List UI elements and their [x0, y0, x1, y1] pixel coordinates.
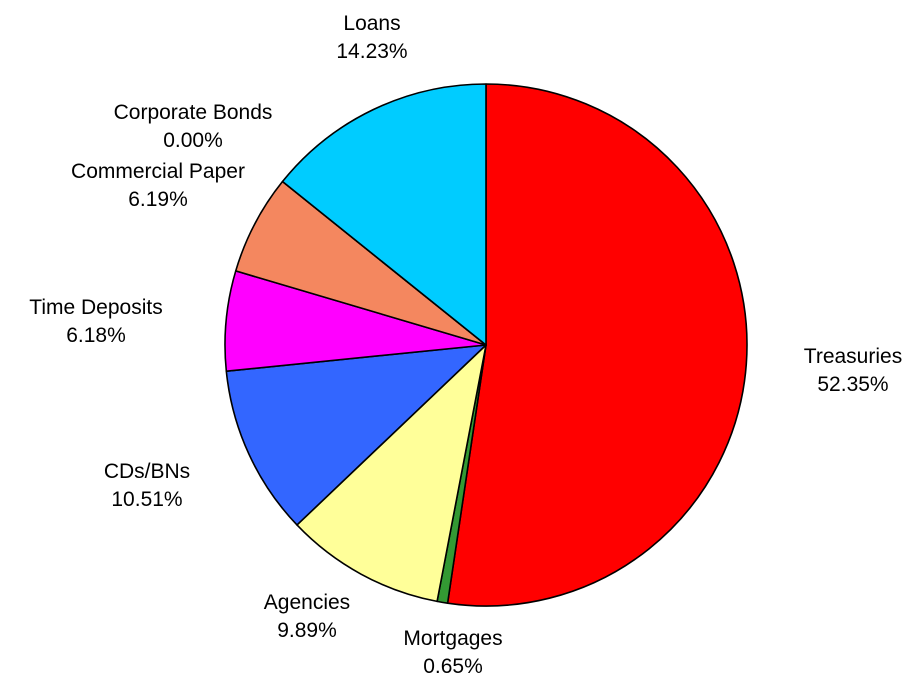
pie-slice-cds-bns — [225, 344, 487, 526]
pie-slices — [224, 83, 748, 607]
slice-label-agencies: Agencies — [264, 591, 350, 614]
slice-percent-commercial-paper: 6.19% — [128, 188, 188, 211]
slice-percent-agencies: 9.89% — [277, 619, 337, 642]
pie-slice-loans — [281, 83, 487, 346]
slice-percent-cds-bns: 10.51% — [111, 488, 182, 511]
slice-label-mortgages: Mortgages — [403, 627, 502, 650]
slice-percent-loans: 14.23% — [336, 40, 407, 63]
slice-percent-time-deposits: 6.18% — [66, 324, 126, 347]
slice-label-time-deposits: Time Deposits — [29, 296, 162, 319]
slice-label-corporate-bonds: Corporate Bonds — [114, 101, 273, 124]
slice-label-cds-bns: CDs/BNs — [104, 460, 190, 483]
pie-slice-agencies — [296, 344, 487, 603]
slice-percent-corporate-bonds: 0.00% — [163, 129, 223, 152]
slice-label-commercial-paper: Commercial Paper — [71, 160, 245, 183]
pie-slice-treasuries — [446, 83, 748, 607]
slice-percent-treasuries: 52.35% — [817, 373, 888, 396]
slice-label-treasuries: Treasuries — [804, 345, 902, 368]
slice-percent-mortgages: 0.65% — [423, 655, 483, 678]
pie-labels: Treasuries 52.35% Mortgages 0.65% Agencies 9.… — [29, 12, 902, 678]
slice-label-loans: Loans — [343, 12, 400, 35]
